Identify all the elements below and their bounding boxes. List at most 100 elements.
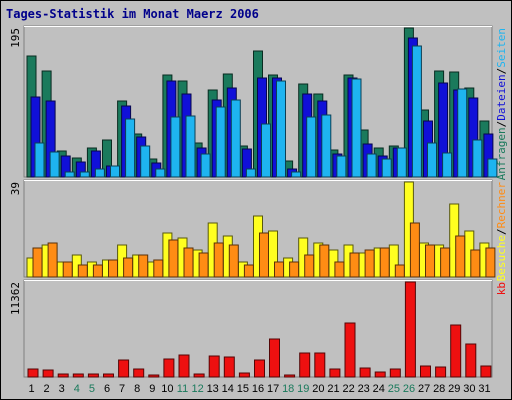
bar-kb-day-22 [344, 322, 356, 378]
day-label-21: 21 [327, 383, 339, 395]
panel-middle-legend: Besuche/Rechner [495, 182, 508, 282]
bar-kb-day-25 [389, 368, 401, 378]
bar-rechner-day-10 [168, 239, 179, 278]
bar-kb-day-6 [103, 373, 114, 378]
bar-seiten-day-27 [427, 142, 437, 178]
day-label-14: 14 [222, 383, 234, 395]
bar-seiten-day-23 [366, 153, 377, 178]
bar-seiten-day-30 [472, 139, 483, 178]
day-label-26: 26 [403, 383, 415, 395]
bar-seiten-day-24 [381, 158, 392, 178]
day-label-15: 15 [237, 383, 249, 395]
bar-seiten-day-31 [487, 158, 498, 178]
bar-seiten-day-5 [94, 168, 105, 178]
bar-rechner-day-29 [455, 235, 466, 278]
bar-kb-day-5 [87, 373, 99, 378]
day-label-28: 28 [433, 383, 445, 395]
bar-kb-day-20 [314, 352, 326, 378]
bar-kb-day-2 [42, 369, 54, 378]
day-label-9: 9 [149, 383, 155, 395]
bar-seiten-day-3 [64, 171, 75, 178]
day-label-16: 16 [252, 383, 264, 395]
bar-rechner-day-31 [485, 247, 496, 278]
day-label-29: 29 [448, 383, 460, 395]
bar-kb-day-30 [465, 343, 477, 378]
bar-kb-day-10 [163, 358, 175, 378]
bar-kb-day-29 [450, 324, 462, 378]
bar-seiten-day-2 [49, 151, 60, 178]
bar-seiten-day-22 [351, 78, 362, 178]
bar-rechner-day-19 [304, 254, 315, 278]
bar-rechner-day-4 [77, 264, 88, 278]
bar-rechner-day-7 [123, 257, 134, 278]
bar-rechner-day-5 [92, 264, 103, 278]
day-label-24: 24 [373, 383, 385, 395]
bar-kb-day-3 [57, 373, 69, 378]
bar-rechner-day-6 [108, 259, 118, 278]
bar-rechner-day-2 [47, 242, 58, 278]
day-label-10: 10 [161, 383, 173, 395]
bar-seiten-day-12 [200, 153, 211, 178]
bar-rechner-day-27 [425, 244, 435, 278]
bar-kb-day-9 [148, 374, 160, 378]
bar-seiten-day-11 [185, 115, 196, 178]
bar-kb-day-13 [208, 355, 220, 378]
bar-rechner-day-11 [183, 247, 194, 278]
bar-seiten-day-26 [411, 45, 422, 178]
bar-kb-day-11 [178, 354, 190, 378]
legend-separator: / [495, 121, 508, 128]
bar-kb-day-18 [284, 374, 296, 378]
day-label-7: 7 [119, 383, 125, 395]
day-label-25: 25 [388, 383, 400, 395]
bar-kb-day-28 [435, 366, 447, 378]
panel-bottom-max-label: 11362 [9, 282, 22, 315]
bar-rechner-day-1 [32, 247, 43, 278]
bar-rechner-day-20 [319, 244, 330, 278]
day-label-27: 27 [418, 383, 430, 395]
bar-kb-day-19 [299, 352, 311, 378]
bar-kb-day-4 [72, 373, 84, 378]
bar-kb-day-12 [193, 373, 205, 378]
bar-seiten-day-15 [245, 168, 256, 178]
day-label-4: 4 [74, 383, 80, 395]
bar-seiten-day-6 [110, 165, 120, 178]
day-label-6: 6 [104, 383, 110, 395]
legend-kb: kb [495, 282, 508, 295]
bar-seiten-day-28 [442, 152, 453, 178]
bar-seiten-day-18 [291, 171, 302, 178]
day-label-5: 5 [89, 383, 95, 395]
bar-seiten-day-4 [79, 171, 90, 178]
bar-seiten-day-16 [261, 123, 271, 178]
legend-separator: / [495, 68, 508, 75]
bar-seiten-day-20 [321, 114, 332, 178]
bar-rechner-day-9 [153, 259, 164, 278]
bar-rechner-day-14 [228, 244, 239, 278]
bar-rechner-day-28 [440, 247, 451, 278]
bar-rechner-day-26 [409, 222, 420, 278]
bar-kb-day-17 [269, 338, 280, 378]
bar-rechner-day-16 [259, 232, 269, 278]
bar-rechner-day-12 [198, 252, 209, 278]
day-label-13: 13 [207, 383, 219, 395]
bar-kb-day-1 [27, 368, 39, 378]
day-label-31: 31 [478, 383, 490, 395]
legend-seiten: Seiten [495, 28, 508, 68]
day-label-22: 22 [342, 383, 354, 395]
bar-seiten-day-29 [457, 88, 468, 178]
bar-kb-day-24 [374, 371, 386, 378]
day-label-12: 12 [191, 383, 203, 395]
bar-kb-day-15 [238, 372, 250, 378]
bar-rechner-day-21 [334, 261, 345, 278]
bar-seiten-day-21 [336, 155, 347, 178]
panel-middle-max-label: 39 [9, 182, 22, 195]
bar-rechner-day-30 [470, 249, 481, 278]
bar-kb-day-27 [420, 365, 431, 378]
bar-seiten-day-7 [125, 118, 136, 178]
bar-seiten-day-25 [396, 147, 407, 178]
panel-top-max-label: 195 [9, 28, 22, 48]
day-label-18: 18 [282, 383, 294, 395]
day-label-8: 8 [134, 383, 140, 395]
bar-rechner-day-18 [289, 261, 300, 278]
